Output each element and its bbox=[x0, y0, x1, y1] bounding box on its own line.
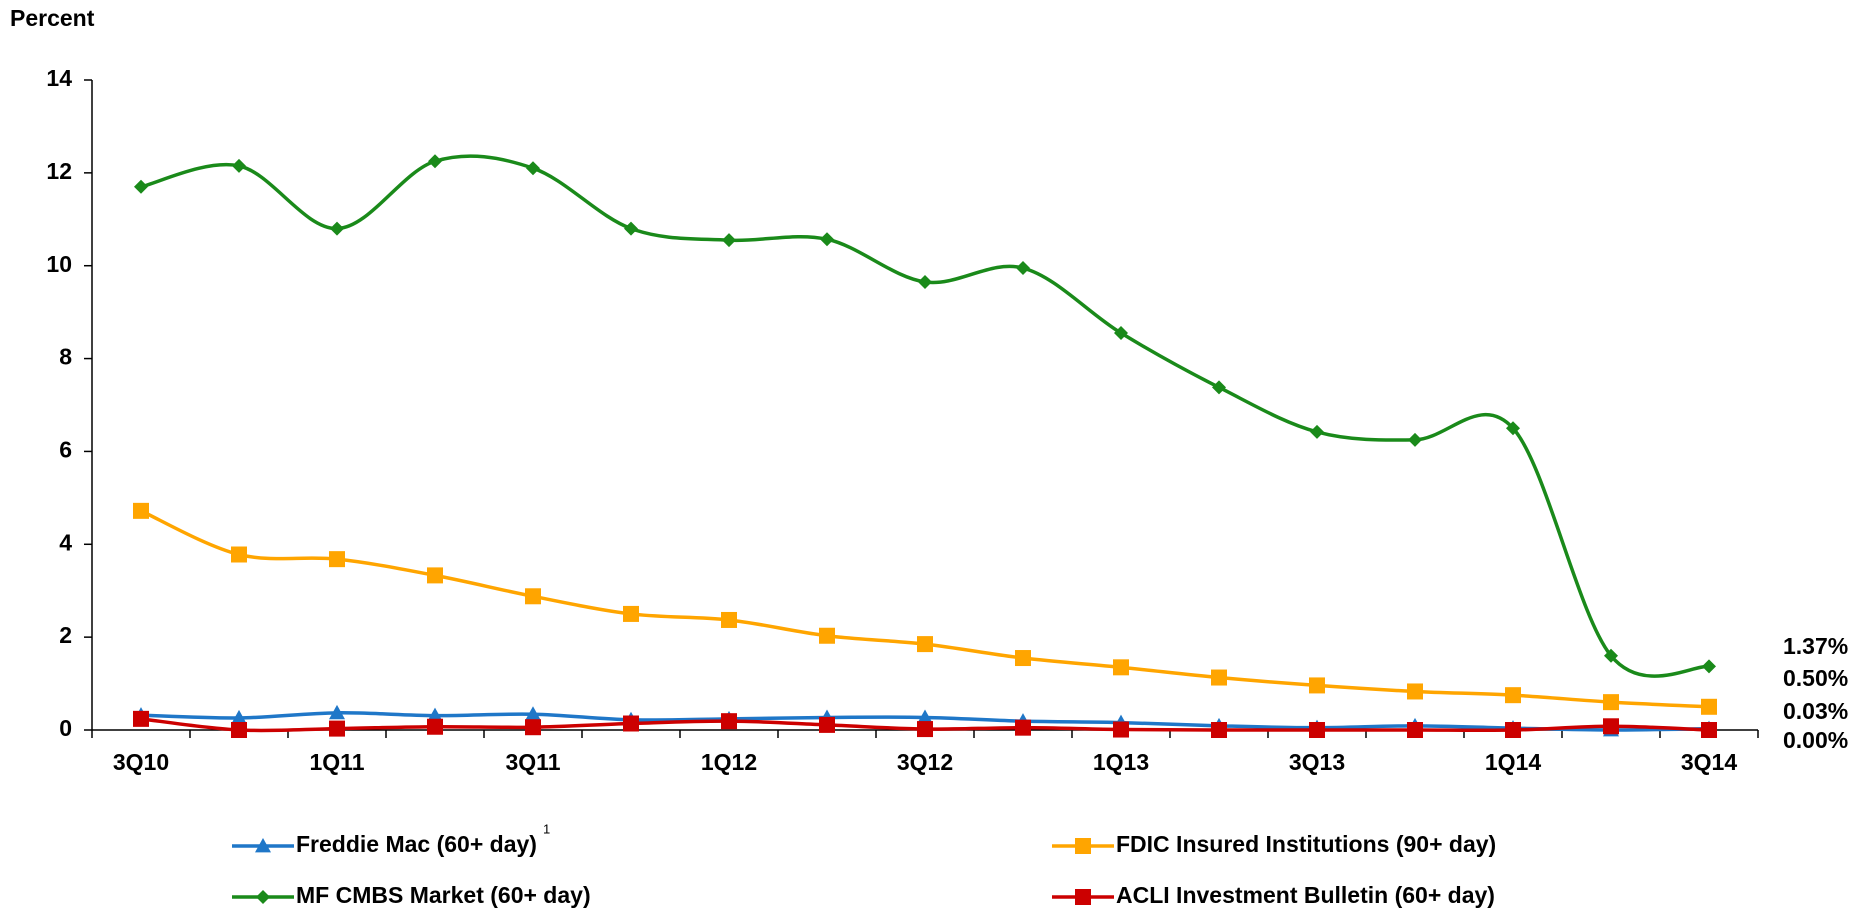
marker bbox=[819, 716, 835, 733]
marker bbox=[1701, 698, 1717, 715]
marker bbox=[525, 706, 541, 721]
marker bbox=[134, 179, 148, 194]
end-label: 0.50% bbox=[1783, 665, 1848, 691]
x-tick-label: 1Q13 bbox=[1093, 749, 1149, 775]
y-tick-label: 2 bbox=[59, 622, 72, 648]
legend-footnote: 1 bbox=[543, 821, 550, 836]
marker bbox=[820, 232, 834, 247]
x-tick-label: 3Q13 bbox=[1289, 749, 1345, 775]
marker bbox=[1506, 421, 1520, 436]
marker bbox=[231, 546, 247, 563]
marker bbox=[1505, 722, 1521, 738]
x-tick-label: 3Q11 bbox=[506, 749, 561, 775]
y-tick-label: 10 bbox=[46, 251, 72, 277]
marker bbox=[1702, 659, 1716, 674]
marker bbox=[917, 636, 933, 653]
marker bbox=[721, 713, 737, 730]
y-tick-label: 6 bbox=[59, 437, 72, 463]
marker bbox=[1310, 424, 1324, 439]
x-tick-label: 1Q12 bbox=[701, 749, 757, 775]
marker bbox=[624, 221, 638, 236]
legend-label: Freddie Mac (60+ day) bbox=[296, 831, 537, 857]
marker bbox=[1211, 669, 1227, 686]
y-tick-label: 4 bbox=[59, 529, 72, 555]
marker bbox=[330, 221, 344, 236]
marker bbox=[917, 721, 933, 738]
x-tick-label: 3Q10 bbox=[113, 749, 169, 775]
marker bbox=[623, 605, 639, 622]
legend-label: ACLI Investment Bulletin (60+ day) bbox=[1116, 882, 1495, 908]
marker bbox=[1113, 721, 1129, 738]
marker bbox=[1015, 719, 1031, 736]
marker bbox=[133, 710, 149, 727]
end-label: 1.37% bbox=[1783, 633, 1848, 659]
marker bbox=[1408, 432, 1422, 447]
marker bbox=[918, 274, 932, 289]
marker bbox=[525, 719, 541, 736]
x-tick-label: 1Q14 bbox=[1485, 749, 1541, 775]
marker bbox=[1701, 722, 1717, 738]
marker bbox=[133, 502, 149, 519]
marker bbox=[329, 720, 345, 737]
marker bbox=[1603, 718, 1619, 735]
marker bbox=[623, 715, 639, 732]
marker bbox=[231, 709, 247, 725]
marker bbox=[1309, 722, 1325, 738]
marker bbox=[1407, 722, 1423, 738]
marker bbox=[1211, 722, 1227, 738]
marker bbox=[1016, 261, 1030, 276]
x-tick-label: 3Q12 bbox=[897, 749, 953, 775]
marker bbox=[256, 890, 270, 904]
legend-label: MF CMBS Market (60+ day) bbox=[296, 882, 591, 908]
marker bbox=[722, 233, 736, 248]
marker bbox=[1113, 659, 1129, 676]
y-tick-label: 14 bbox=[46, 65, 72, 91]
marker bbox=[526, 161, 540, 176]
marker bbox=[819, 627, 835, 644]
legend-label: FDIC Insured Institutions (90+ day) bbox=[1116, 831, 1496, 857]
x-tick-label: 1Q11 bbox=[310, 749, 365, 775]
marker bbox=[917, 709, 933, 724]
marker bbox=[721, 611, 737, 628]
series-line bbox=[140, 154, 1710, 678]
marker bbox=[329, 704, 345, 720]
end-label: 0.03% bbox=[1783, 698, 1848, 724]
marker bbox=[1075, 889, 1091, 905]
marker bbox=[1505, 687, 1521, 704]
marker bbox=[1212, 380, 1226, 395]
series-line bbox=[140, 509, 1710, 709]
end-label: 0.00% bbox=[1783, 727, 1848, 753]
x-tick-label: 3Q14 bbox=[1681, 749, 1737, 775]
marker bbox=[1604, 648, 1618, 663]
marker bbox=[1075, 838, 1091, 854]
marker bbox=[428, 154, 442, 169]
marker bbox=[525, 588, 541, 605]
marker bbox=[1015, 650, 1031, 667]
y-tick-label: 8 bbox=[59, 344, 72, 370]
marker bbox=[1407, 683, 1423, 700]
marker bbox=[1603, 694, 1619, 711]
marker bbox=[1114, 326, 1128, 341]
marker bbox=[1309, 677, 1325, 694]
y-axis-label: Percent bbox=[10, 5, 95, 31]
marker bbox=[329, 551, 345, 568]
marker bbox=[231, 722, 247, 738]
marker bbox=[427, 567, 443, 584]
marker bbox=[427, 718, 443, 735]
y-tick-label: 12 bbox=[46, 158, 72, 184]
y-tick-label: 0 bbox=[59, 715, 72, 741]
marker bbox=[427, 707, 443, 723]
marker bbox=[232, 158, 246, 173]
marker bbox=[255, 838, 271, 853]
